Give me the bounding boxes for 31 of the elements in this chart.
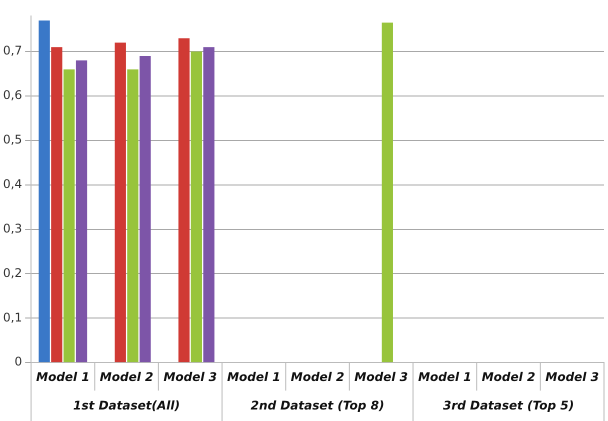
bar: [127, 69, 138, 362]
x-tick-label: Model 2: [290, 370, 344, 384]
bar: [203, 47, 214, 362]
bar: [382, 22, 393, 362]
x-tick-label: Model 3: [354, 370, 408, 384]
x-tick-label: Model 1: [418, 370, 472, 384]
text: 2nd Dataset (Top 8): [250, 398, 384, 413]
x-tick-label: Model 1: [227, 370, 281, 384]
bar: [38, 20, 50, 362]
text: 1st Dataset(All): [73, 398, 180, 413]
bar: [190, 52, 202, 362]
x-tick-label: Model 3: [545, 370, 599, 384]
bar: [140, 56, 151, 362]
y-tick-label: 0,1: [2, 310, 22, 324]
bar: [114, 42, 126, 362]
y-tick-label: 0,3: [2, 221, 22, 236]
x-tick-label: Model 2: [482, 370, 536, 384]
y-tick-label: 0: [14, 354, 22, 369]
x-tick-label: Model 2: [100, 370, 154, 384]
text: 3rd Dataset (Top 5): [442, 398, 574, 413]
bar: [51, 47, 62, 362]
bar: [64, 69, 75, 362]
bar: [178, 38, 190, 362]
y-tick-label: 0,6: [2, 88, 22, 102]
x-tick-label: Model 1: [36, 370, 90, 384]
x-tick-label: Model 3: [163, 370, 218, 384]
y-tick-label: 0,4: [2, 176, 22, 191]
y-tick-label: 0,2: [2, 266, 22, 280]
bar: [76, 60, 88, 362]
y-tick-label: 0,7: [2, 44, 22, 58]
y-tick-label: 0,5: [2, 132, 22, 147]
